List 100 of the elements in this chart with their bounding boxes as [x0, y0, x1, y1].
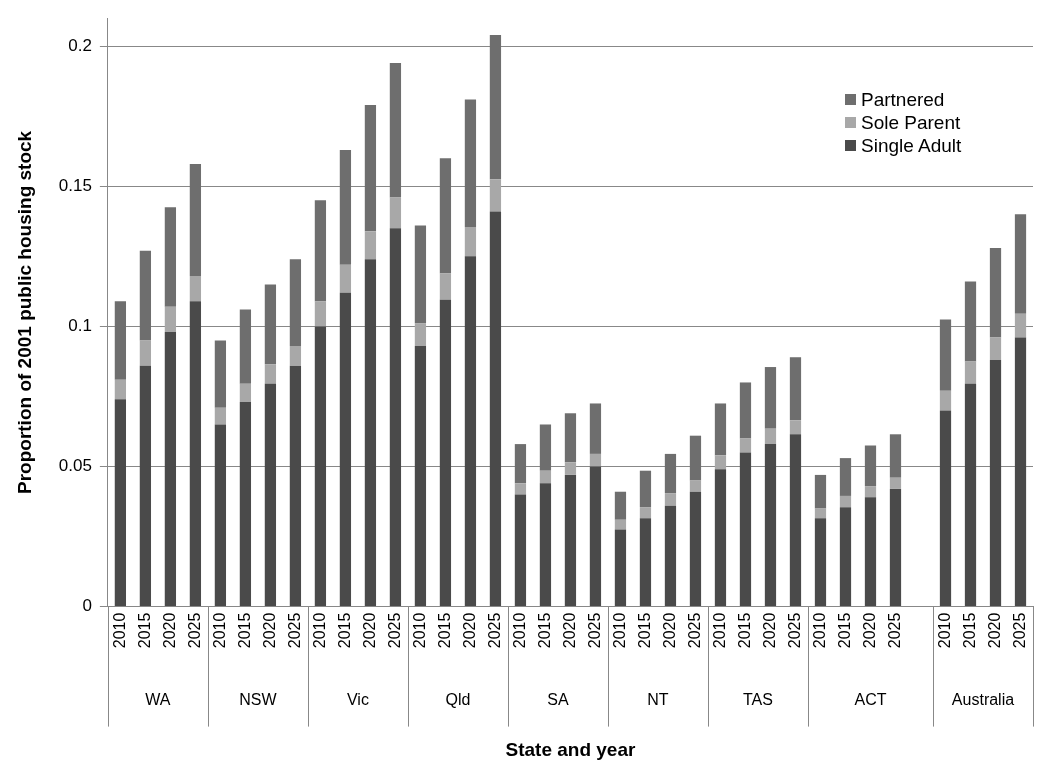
bar: [414, 323, 427, 347]
bar: [264, 364, 277, 384]
y-tick-label: 0.05: [58, 456, 92, 476]
x-tick-label: 2020: [985, 612, 1003, 649]
bar: [989, 337, 1002, 361]
bar: [189, 163, 202, 276]
x-axis-title: State and year: [505, 738, 636, 760]
legend-label: Single Adult: [861, 134, 962, 157]
x-tick-label: 2015: [435, 612, 453, 649]
bar: [564, 474, 577, 607]
x-tick-label: 2015: [335, 612, 353, 649]
bar: [139, 365, 152, 607]
bar: [964, 361, 977, 384]
x-tick-label: 2010: [110, 612, 128, 649]
bar: [864, 497, 877, 607]
bar: [439, 299, 452, 607]
bar: [514, 494, 527, 607]
legend-label: Partnered: [861, 88, 945, 111]
bar: [364, 259, 377, 607]
x-tick-label: 2015: [135, 612, 153, 649]
bar: [889, 434, 902, 478]
bar: [214, 340, 227, 408]
bar: [214, 424, 227, 607]
bar: [689, 480, 702, 492]
bar: [314, 301, 327, 327]
text: TAS: [743, 691, 773, 709]
bar: [664, 493, 677, 506]
bar: [264, 284, 277, 365]
x-tick-label: 2025: [885, 612, 903, 649]
bar: [739, 382, 752, 439]
bar: [114, 301, 127, 380]
bar: [589, 466, 602, 607]
bar: [739, 438, 752, 453]
bar: [489, 179, 502, 212]
text: NT: [647, 691, 669, 709]
bar: [539, 424, 552, 471]
bar: [664, 505, 677, 607]
bar: [564, 413, 577, 463]
bar: [839, 495, 852, 508]
bar: [739, 452, 752, 607]
bar: [539, 483, 552, 607]
x-tick-label: 2025: [785, 612, 803, 649]
bar: [764, 367, 777, 429]
bar: [564, 462, 577, 475]
bar: [289, 259, 302, 347]
bar: [364, 231, 377, 260]
bar: [864, 445, 877, 487]
bar: [789, 434, 802, 607]
bar: [289, 346, 302, 366]
bar: [389, 197, 402, 229]
x-tick-label: 2015: [735, 612, 753, 649]
y-tick-label: 0.1: [68, 316, 92, 336]
x-tick-label: 2025: [585, 612, 603, 649]
bar: [439, 273, 452, 300]
bar: [639, 518, 652, 607]
bar: [839, 458, 852, 496]
bar: [189, 275, 202, 302]
bar: [539, 470, 552, 484]
bar: [164, 332, 177, 607]
bar: [864, 486, 877, 498]
x-tick-label: 2015: [535, 612, 553, 649]
x-tick-label: 2010: [610, 612, 628, 649]
bar: [464, 226, 477, 257]
x-tick-label: 2010: [210, 612, 228, 649]
x-tick-label: 2010: [935, 612, 953, 649]
bar: [939, 410, 952, 607]
bar: [239, 402, 252, 607]
bar: [389, 63, 402, 198]
bar: [639, 507, 652, 519]
x-tick-label: 2020: [760, 612, 778, 649]
x-tick-label: 2015: [635, 612, 653, 649]
bar: [589, 403, 602, 454]
bar: [889, 488, 902, 607]
text: ACT: [854, 691, 887, 709]
bar: [889, 477, 902, 489]
bar: [114, 399, 127, 607]
bar: [214, 407, 227, 425]
bar: [314, 326, 327, 607]
bar: [714, 455, 727, 470]
x-tick-label: 2010: [410, 612, 428, 649]
bar: [314, 200, 327, 302]
x-tick-label: 2020: [560, 612, 578, 649]
bar: [764, 444, 777, 607]
bar: [439, 158, 452, 274]
bar: [989, 360, 1002, 607]
bar: [789, 357, 802, 421]
bar: [339, 292, 352, 607]
x-tick-label: 2010: [710, 612, 728, 649]
x-tick-label: 2025: [485, 612, 503, 649]
bar: [764, 428, 777, 445]
y-tick-label: 0.15: [58, 176, 92, 195]
bar: [939, 390, 952, 411]
bar: [414, 225, 427, 324]
bar: [414, 346, 427, 607]
bar: [614, 519, 627, 530]
bar: [789, 420, 802, 435]
x-tick-label: 2020: [360, 612, 378, 649]
text: WA: [145, 691, 171, 709]
bar: [339, 264, 352, 293]
bar: [1014, 313, 1027, 338]
